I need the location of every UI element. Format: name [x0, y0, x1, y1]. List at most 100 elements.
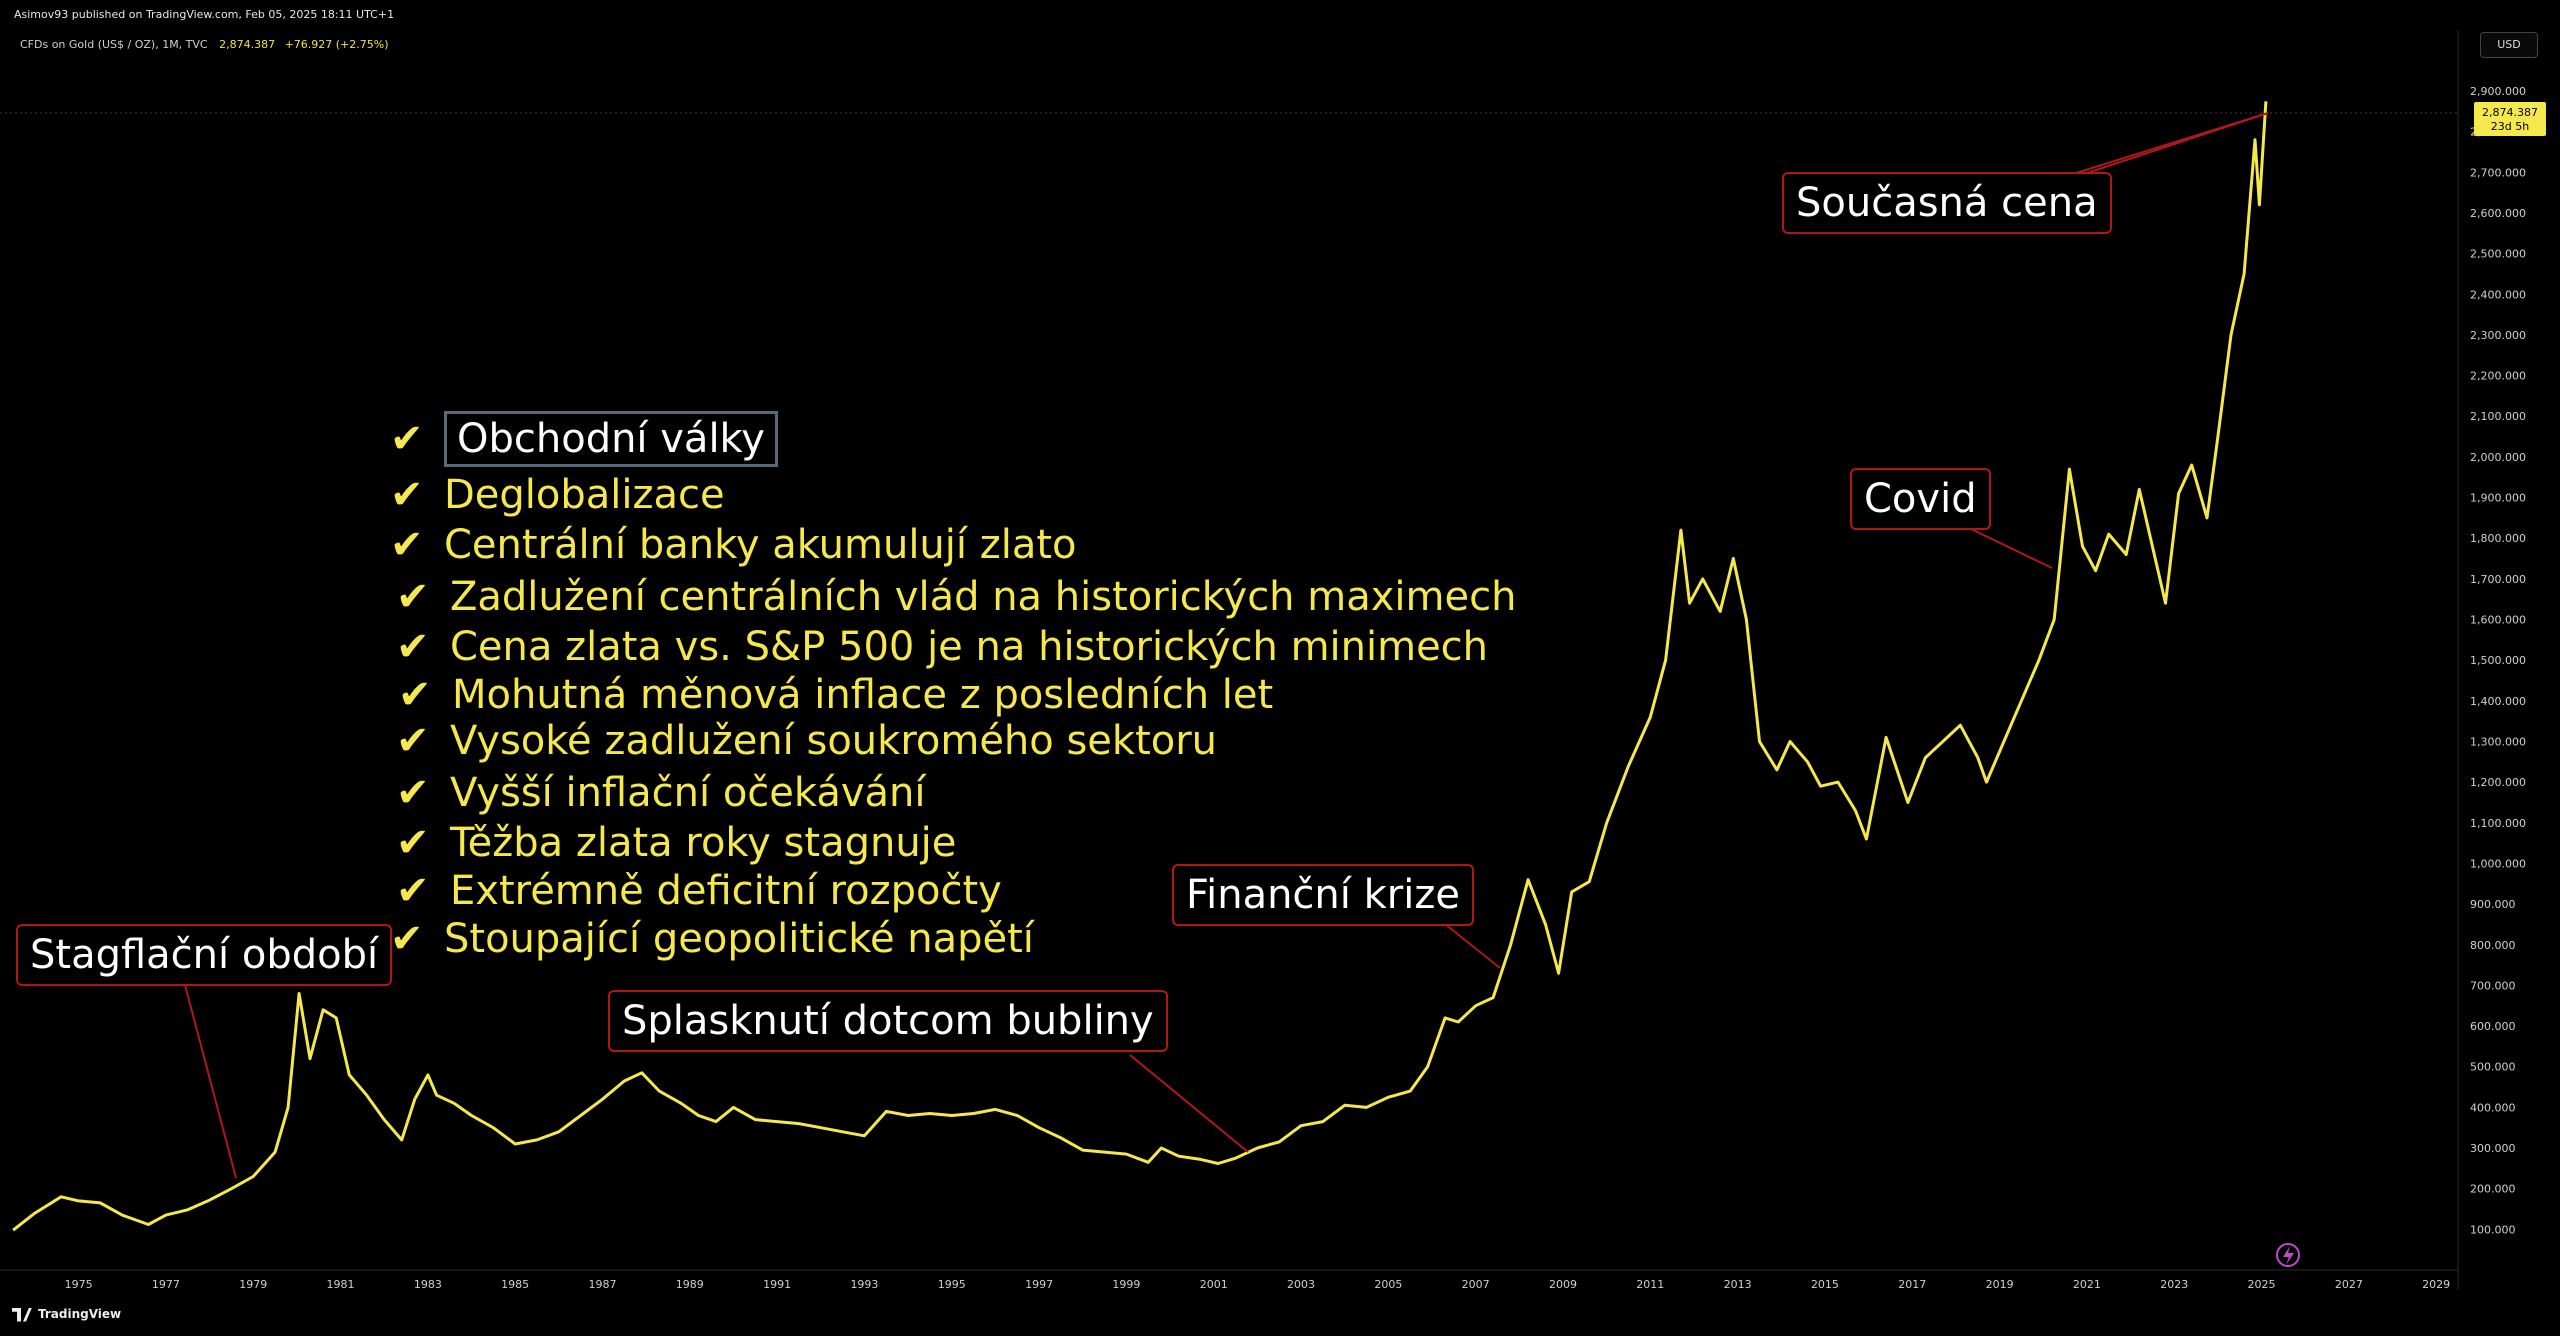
time-tick-label: 1985 [501, 1278, 529, 1291]
price-tick-label: 2,600.000 [2470, 207, 2526, 220]
price-axis: 100.000 200.000 300.000 400.000 500.000 600.0… [2470, 85, 2526, 1236]
price-tick-label: 200.000 [2470, 1183, 2516, 1196]
checklist-item-text: Deglobalizace [444, 472, 725, 518]
time-tick-label: 1999 [1112, 1278, 1140, 1291]
price-change: +76.927 (+2.75%) [284, 38, 389, 51]
leader-dotcom [1129, 1054, 1249, 1153]
price-tick-label: 1,300.000 [2470, 735, 2526, 748]
time-tick-label: 1983 [414, 1278, 442, 1291]
checklist-item: ✔ Vyšší inflační očekávání [396, 770, 926, 816]
price-tick-label: 1,200.000 [2470, 776, 2526, 789]
time-axis: 1975 1977 1979 1981 1983 1985 1987 1989 1991 1993… [65, 1278, 2451, 1291]
checklist-item-text: Vyšší inflační očekávání [450, 770, 926, 816]
price-tick-label: 1,500.000 [2470, 654, 2526, 667]
time-tick-label: 2025 [2248, 1278, 2276, 1291]
price-tick-label: 600.000 [2470, 1020, 2516, 1033]
checklist-item-text: Mohutná měnová inflace z posledních let [452, 672, 1274, 718]
callout-dotcom: Splasknutí dotcom bubliny [608, 990, 1168, 1052]
checklist-item: ✔ Extrémně deficitní rozpočty [396, 868, 1002, 914]
top-bar: Asimov93 published on TradingView.com, F… [0, 0, 2560, 30]
price-tick-label: 1,000.000 [2470, 857, 2526, 870]
checklist-item: ✔ Těžba zlata roky stagnuje [396, 820, 956, 866]
lightning-icon-bolt [2283, 1246, 2294, 1265]
checklist-item-text: Stoupající geopolitické napětí [444, 916, 1034, 962]
lightning-icon[interactable] [2276, 1243, 2300, 1267]
price-tick-label: 1,700.000 [2470, 573, 2526, 586]
time-tick-label: 2019 [1986, 1278, 2014, 1291]
checklist-item: ✔ Zadlužení centrálních vlád na historick… [396, 574, 1516, 620]
lightning-icon-circle [2276, 1243, 2300, 1267]
price-tick-label: 2,500.000 [2470, 248, 2526, 261]
callout-current-price: Současná cena [1782, 172, 2112, 234]
time-tick-label: 1989 [676, 1278, 704, 1291]
time-tick-label: 2015 [1811, 1278, 1839, 1291]
price-tick-label: 500.000 [2470, 1061, 2516, 1074]
price-tick-label: 100.000 [2470, 1223, 2516, 1236]
callout-financial-crisis: Finanční krize [1172, 864, 1474, 926]
time-tick-label: 1979 [239, 1278, 267, 1291]
checkmark-icon: ✔ [396, 820, 430, 866]
time-tick-label: 1987 [588, 1278, 616, 1291]
symbol-name: CFDs on Gold (US$ / OZ), 1M, TVC [20, 38, 208, 51]
checkmark-icon: ✔ [396, 868, 430, 914]
checkmark-icon: ✔ [390, 916, 424, 962]
price-tick-label: 1,400.000 [2470, 695, 2526, 708]
bottom-bar [0, 1304, 2560, 1336]
price-tick-label: 400.000 [2470, 1101, 2516, 1114]
checklist-item-text: Obchodní války [444, 411, 778, 467]
price-tag-value: 2,874.387 [2482, 106, 2538, 119]
checkmark-icon: ✔ [390, 522, 424, 568]
time-tick-label: 2009 [1549, 1278, 1577, 1291]
checklist-item-text: Vysoké zadlužení soukromého sektoru [450, 718, 1218, 764]
time-tick-label: 1995 [938, 1278, 966, 1291]
time-tick-label: 2011 [1636, 1278, 1664, 1291]
checklist-item: ✔ Centrální banky akumulují zlato [390, 522, 1077, 568]
checkmark-icon: ✔ [396, 624, 430, 670]
price-tick-label: 2,000.000 [2470, 451, 2526, 464]
checklist-item: ✔ Vysoké zadlužení soukromého sektoru [396, 718, 1217, 764]
checklist-item: ✔ Cena zlata vs. S&P 500 je na historický… [396, 624, 1488, 670]
tradingview-brand: TradingView [38, 1307, 122, 1321]
time-tick-label: 2023 [2160, 1278, 2188, 1291]
price-tick-label: 2,900.000 [2470, 85, 2526, 98]
time-tick-label: 1977 [152, 1278, 180, 1291]
time-tick-label: 2027 [2335, 1278, 2363, 1291]
symbol-info[interactable]: CFDs on Gold (US$ / OZ), 1M, TVC 2,874.3… [20, 38, 389, 51]
price-tick-label: 1,900.000 [2470, 492, 2526, 505]
time-tick-label: 2005 [1374, 1278, 1402, 1291]
price-tick-label: 1,100.000 [2470, 817, 2526, 830]
checkmark-icon: ✔ [396, 770, 430, 816]
callout-leaders [184, 112, 2269, 1179]
checkmark-icon: ✔ [390, 416, 424, 462]
price-tag: 2,874.387 23d 5h [2474, 102, 2546, 136]
tradingview-logo-icon [12, 1307, 32, 1322]
checklist-item-text: Centrální banky akumulují zlato [444, 522, 1077, 568]
checklist-item-text: Těžba zlata roky stagnuje [450, 820, 957, 866]
checklist-item-text: Cena zlata vs. S&P 500 je na historickýc… [450, 624, 1489, 670]
price-tag-box [2474, 102, 2546, 136]
price-tick-label: 2,300.000 [2470, 329, 2526, 342]
time-tick-label: 2001 [1200, 1278, 1228, 1291]
price-tick-label: 700.000 [2470, 979, 2516, 992]
checkmark-icon: ✔ [390, 472, 424, 518]
price-tick-label: 800.000 [2470, 939, 2516, 952]
checkmark-icon: ✔ [398, 672, 432, 718]
leader-current-price-2 [2059, 112, 2269, 183]
currency-button[interactable]: USD [2480, 32, 2538, 58]
checklist-item-text: Zadlužení centrálních vlád na historický… [450, 574, 1517, 620]
price-tick-label: 900.000 [2470, 898, 2516, 911]
price-tick-label: 2,700.000 [2470, 166, 2526, 179]
tradingview-logo[interactable]: TradingView [12, 1307, 121, 1322]
price-tick-label: 300.000 [2470, 1142, 2516, 1155]
time-tick-label: 2029 [2422, 1278, 2450, 1291]
price-tick-label: 2,400.000 [2470, 288, 2526, 301]
price-tick-label: 2,100.000 [2470, 410, 2526, 423]
time-tick-label: 1975 [65, 1278, 93, 1291]
checklist-item-text: Extrémně deficitní rozpočty [450, 868, 1002, 914]
checkmark-icon: ✔ [396, 718, 430, 764]
checklist-item: ✔ Obchodní války [390, 411, 778, 467]
callout-stagflation: Stagflační období [16, 924, 393, 986]
time-tick-label: 2017 [1898, 1278, 1926, 1291]
time-tick-label: 1993 [850, 1278, 878, 1291]
